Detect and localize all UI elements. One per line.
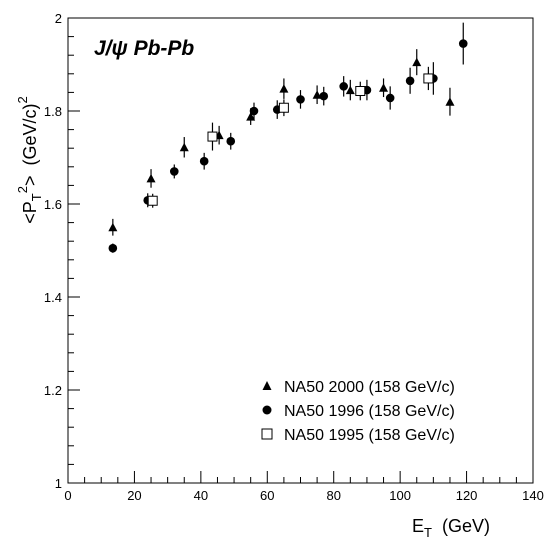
triangle-marker (146, 173, 156, 183)
legend-triangle-marker (262, 381, 272, 390)
data-point-series-1 (339, 76, 348, 97)
circle-marker (339, 82, 348, 91)
data-point-series-1 (385, 86, 395, 110)
data-point-series-1 (296, 90, 305, 109)
data-point-series-0 (312, 85, 322, 105)
triangle-marker (246, 112, 256, 121)
x-axis-title: ET (GeV) (412, 516, 490, 539)
circle-marker (458, 39, 468, 48)
legend-label-1996: NA50 1996 (158 GeV/c) (284, 403, 455, 420)
y-tick-label: 1.6 (44, 197, 62, 212)
x-tick-label: 40 (194, 488, 208, 503)
open-square-marker (278, 102, 289, 113)
legend-entry-1996: NA50 1996 (158 GeV/c) (262, 403, 455, 420)
y-axis-ticks: 1 1.2 1.4 1.6 1.8 2 (44, 11, 80, 491)
data-point-series-1 (319, 86, 329, 106)
legend: NA50 2000 (158 GeV/c) NA50 1996 (158 GeV… (261, 379, 455, 444)
data-point-series-0 (379, 78, 389, 98)
y-tick-label: 2 (55, 11, 62, 26)
triangle-marker (108, 222, 118, 232)
data-point-series-1 (199, 152, 209, 170)
data-point-series-2 (207, 122, 218, 151)
data-point-series-1 (169, 164, 179, 179)
data-point-series-1 (108, 243, 118, 253)
data-point-series-0 (179, 137, 189, 158)
triangle-marker (345, 85, 355, 95)
circle-marker (405, 76, 415, 86)
legend-entry-1995: NA50 1995 (158 GeV/c) (261, 427, 455, 444)
circle-marker (319, 91, 329, 101)
circle-marker (169, 167, 179, 176)
data-point-series-0 (279, 78, 289, 99)
triangle-marker (312, 90, 322, 99)
circle-marker (199, 156, 209, 166)
legend-label-2000: NA50 2000 (158 GeV/c) (284, 379, 455, 396)
x-tick-label: 0 (64, 488, 71, 503)
data-point-series-0 (345, 79, 355, 101)
open-square-marker (207, 131, 218, 142)
open-square-marker (147, 195, 158, 206)
circle-marker (226, 136, 236, 146)
triangle-marker (379, 83, 389, 92)
data-point-series-0 (108, 218, 118, 236)
circle-marker (249, 106, 259, 116)
x-tick-label: 20 (127, 488, 141, 503)
triangle-marker (279, 84, 289, 93)
data-point-series-0 (146, 169, 156, 188)
data-point-series-2 (278, 99, 289, 117)
open-square-marker (423, 73, 434, 84)
triangle-marker (412, 57, 422, 67)
legend-entry-2000: NA50 2000 (158 GeV/c) (262, 379, 455, 396)
legend-label-1995: NA50 1995 (158 GeV/c) (284, 427, 455, 444)
chart-annotation: J/ψ Pb-Pb (94, 37, 194, 60)
x-tick-label: 120 (456, 488, 478, 503)
data-point-series-1 (458, 22, 468, 65)
data-point-series-1 (405, 67, 415, 94)
y-tick-label: 1 (55, 476, 62, 491)
x-tick-label: 60 (260, 488, 274, 503)
legend-square-marker (261, 428, 273, 440)
data-point-series-2 (147, 193, 158, 208)
data-point-series-2 (423, 66, 434, 91)
x-axis-ticks: 0 20 40 60 80 100 120 140 (64, 471, 544, 503)
triangle-marker (445, 97, 455, 106)
circle-marker (385, 93, 395, 103)
y-tick-label: 1.4 (44, 290, 62, 305)
y-axis-title: <PT2>(GeV/c)2 (15, 96, 44, 223)
circle-marker (296, 95, 305, 104)
legend-circle-marker (262, 405, 272, 415)
data-point-series-1 (249, 102, 259, 120)
y-tick-label: 1.2 (44, 383, 62, 398)
x-tick-label: 80 (326, 488, 340, 503)
y-tick-label: 1.8 (44, 104, 62, 119)
x-tick-label: 100 (389, 488, 411, 503)
triangle-marker (179, 142, 189, 152)
data-point-series-0 (445, 87, 455, 116)
data-point-series-2 (355, 81, 366, 101)
circle-marker (108, 243, 118, 253)
x-tick-label: 140 (522, 488, 544, 503)
data-points (108, 22, 468, 253)
data-point-series-1 (226, 132, 236, 150)
open-square-marker (355, 86, 366, 97)
data-point-series-0 (412, 49, 422, 76)
